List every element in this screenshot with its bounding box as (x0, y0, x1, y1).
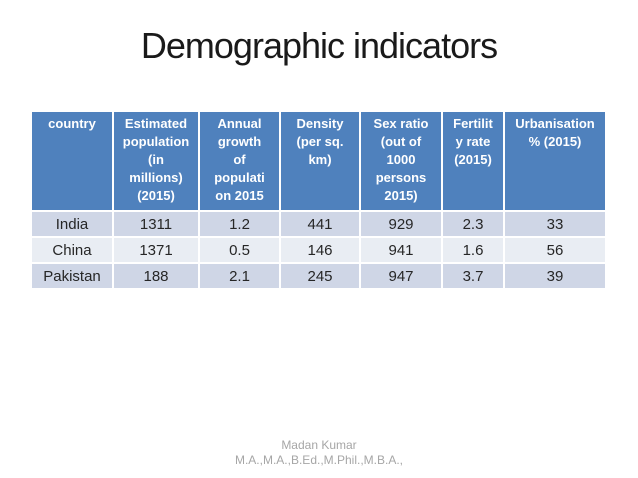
cell-urbanisation: 56 (505, 238, 605, 262)
table-row-pakistan: Pakistan 188 2.1 245 947 3.7 39 (32, 264, 605, 288)
cell-growth: 0.5 (200, 238, 279, 262)
header-cell-density: Density (per sq. km) (281, 112, 359, 210)
cell-density: 245 (281, 264, 359, 288)
cell-sex-ratio: 941 (361, 238, 441, 262)
table-header-row: country Estimated population (in million… (32, 112, 605, 210)
cell-density: 146 (281, 238, 359, 262)
header-cell-country: country (32, 112, 112, 210)
cell-population: 1371 (114, 238, 198, 262)
cell-country: China (32, 238, 112, 262)
header-cell-population: Estimated population (in millions) (2015… (114, 112, 198, 210)
header-cell-fertility: Fertilit y rate (2015) (443, 112, 503, 210)
cell-country: India (32, 212, 112, 236)
table-row-china: China 1371 0.5 146 941 1.6 56 (32, 238, 605, 262)
cell-sex-ratio: 947 (361, 264, 441, 288)
header-cell-urbanisation: Urbanisation % (2015) (505, 112, 605, 210)
cell-urbanisation: 33 (505, 212, 605, 236)
cell-population: 1311 (114, 212, 198, 236)
slide-title: Demographic indicators (140, 25, 498, 66)
cell-growth: 2.1 (200, 264, 279, 288)
cell-urbanisation: 39 (505, 264, 605, 288)
footer-author-name: Madan Kumar (281, 438, 357, 452)
cell-sex-ratio: 929 (361, 212, 441, 236)
cell-population: 188 (114, 264, 198, 288)
header-cell-sex-ratio: Sex ratio (out of 1000 persons 2015) (361, 112, 441, 210)
footer-author-credentials: M.A.,M.A.,B.Ed.,M.Phil.,M.B.A., (234, 453, 404, 467)
cell-country: Pakistan (32, 264, 112, 288)
cell-density: 441 (281, 212, 359, 236)
table-row-india: India 1311 1.2 441 929 2.3 33 (32, 212, 605, 236)
cell-fertility: 2.3 (443, 212, 503, 236)
cell-fertility: 3.7 (443, 264, 503, 288)
demographics-table: country Estimated population (in million… (30, 110, 607, 290)
cell-growth: 1.2 (200, 212, 279, 236)
header-cell-growth: Annual growth of populati on 2015 (200, 112, 279, 210)
slide-footer: Madan Kumar M.A.,M.A.,B.Ed.,M.Phil.,M.B.… (0, 438, 638, 468)
cell-fertility: 1.6 (443, 238, 503, 262)
